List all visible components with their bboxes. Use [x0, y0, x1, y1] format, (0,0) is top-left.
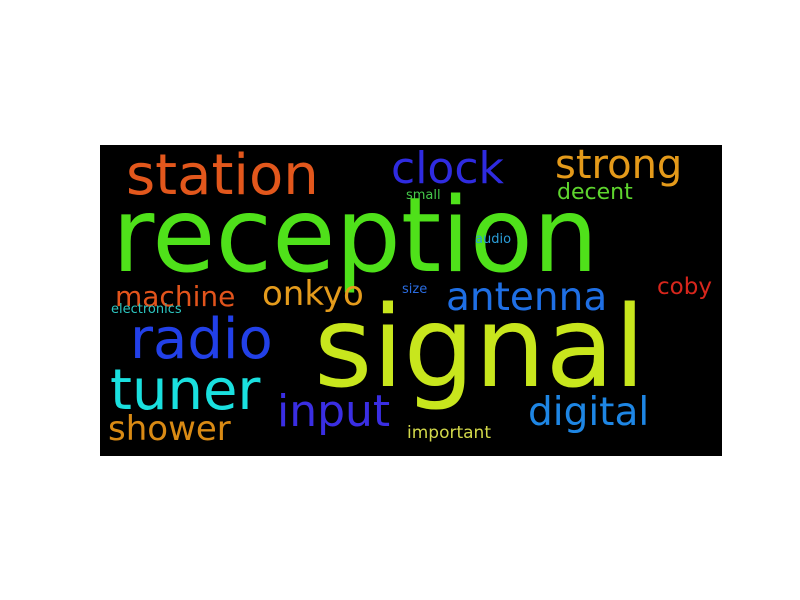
word-cloud: reception signal station clock strong de… — [100, 145, 722, 456]
word-signal: signal — [314, 283, 646, 413]
word-input: input — [277, 386, 391, 437]
word-machine: machine — [115, 280, 236, 313]
word-coby: coby — [657, 274, 712, 300]
word-clock: clock — [391, 145, 505, 194]
word-station: station — [126, 145, 319, 208]
word-decent: decent — [557, 180, 633, 205]
word-audio: audio — [475, 232, 512, 247]
word-important: important — [407, 423, 491, 443]
word-radio: radio — [130, 307, 273, 372]
word-size: size — [402, 282, 428, 297]
word-strong: strong — [555, 145, 683, 188]
word-tuner: tuner — [110, 358, 261, 423]
word-antenna: antenna — [446, 275, 608, 320]
word-electronics: electronics — [111, 302, 182, 317]
word-onkyo: onkyo — [262, 274, 364, 314]
word-digital: digital — [528, 390, 650, 435]
word-shower: shower — [108, 409, 231, 449]
word-reception: reception — [112, 176, 599, 296]
word-small: small — [406, 188, 441, 203]
